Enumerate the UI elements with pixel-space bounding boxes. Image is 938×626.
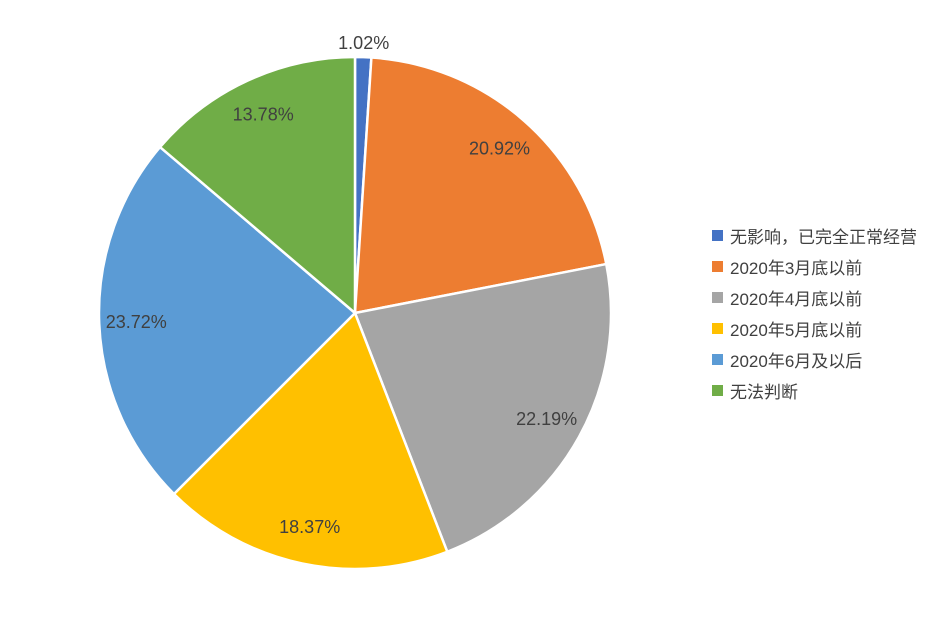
pie-slice-2	[353, 262, 613, 554]
legend-label: 2020年6月及以后	[730, 352, 863, 371]
pie-slice-4	[97, 145, 357, 496]
legend-swatch	[712, 323, 723, 334]
slice-label-3: 18.37%	[279, 517, 340, 537]
legend-swatch	[712, 385, 723, 396]
pie-slice-1	[353, 56, 608, 315]
slice-label-2: 22.19%	[516, 409, 577, 429]
legend-item-2: 2020年4月底以前	[712, 282, 917, 313]
pie-slice-5	[158, 55, 357, 315]
legend-swatch	[712, 230, 723, 241]
slice-label-1: 20.92%	[469, 139, 530, 159]
legend-item-5: 无法判断	[712, 375, 917, 406]
legend-label: 2020年5月底以前	[730, 321, 863, 340]
legend-item-1: 2020年3月底以前	[712, 251, 917, 282]
legend: 无影响，已完全正常经营 2020年3月底以前 2020年4月底以前 2020年5…	[712, 220, 917, 406]
legend-swatch	[712, 261, 723, 272]
legend-label: 无影响，已完全正常经营	[730, 228, 917, 247]
legend-item-3: 2020年5月底以前	[712, 313, 917, 344]
pie-slice-3	[172, 311, 449, 571]
legend-swatch	[712, 354, 723, 365]
legend-item-4: 2020年6月及以后	[712, 344, 917, 375]
slice-label-4: 23.72%	[106, 312, 167, 332]
slice-label-5: 13.78%	[233, 104, 294, 124]
slice-label-0: 1.02%	[338, 33, 389, 53]
legend-swatch	[712, 292, 723, 303]
legend-item-0: 无影响，已完全正常经营	[712, 220, 917, 251]
legend-label: 无法判断	[730, 383, 798, 402]
legend-label: 2020年4月底以前	[730, 290, 863, 309]
legend-label: 2020年3月底以前	[730, 259, 863, 278]
